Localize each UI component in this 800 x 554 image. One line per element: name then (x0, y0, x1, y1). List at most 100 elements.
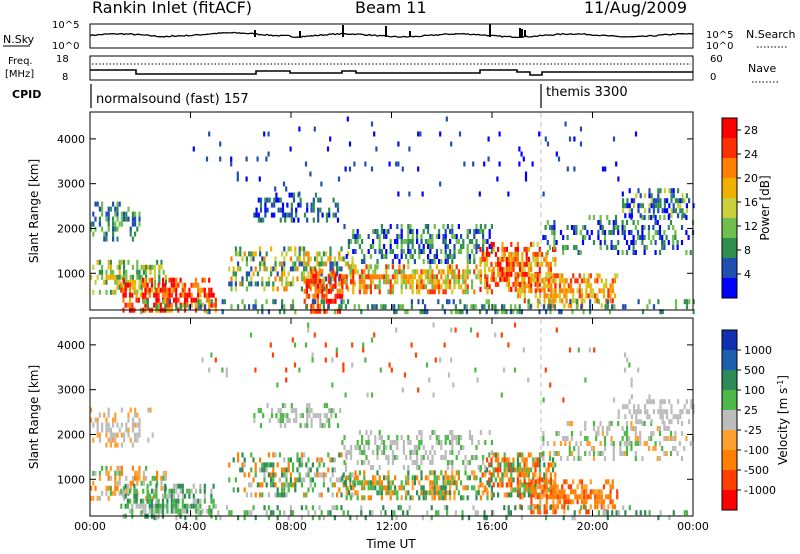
range-time-cell (118, 201, 121, 207)
range-time-cell (160, 259, 163, 265)
range-time-cell (659, 188, 662, 194)
range-time-cell (190, 282, 193, 288)
range-time-cell (156, 480, 159, 486)
range-time-cell (312, 303, 315, 309)
range-time-cell (278, 276, 281, 282)
range-time-cell (338, 304, 341, 310)
range-time-cell (284, 212, 287, 218)
range-time-cell (283, 510, 286, 516)
range-time-cell (286, 212, 289, 218)
range-time-cell (461, 309, 464, 315)
range-time-cell (118, 284, 121, 290)
range-time-cell (460, 284, 463, 290)
range-time-cell (271, 352, 275, 358)
velocity-colorbar-tick-label: -1000 (744, 484, 776, 497)
range-time-cell (418, 445, 421, 450)
range-time-cell (296, 266, 299, 272)
range-time-cell (201, 508, 204, 514)
range-time-cell (613, 273, 617, 279)
range-time-cell (505, 256, 508, 262)
x-tick-label: 08:00 (275, 520, 307, 533)
range-time-cell (525, 462, 528, 468)
range-time-cell (363, 269, 366, 275)
range-time-cell (398, 485, 401, 491)
range-time-cell (120, 274, 123, 280)
range-time-cell (397, 191, 400, 197)
range-time-cell (505, 309, 508, 315)
range-time-cell (568, 451, 571, 456)
range-time-cell (486, 281, 489, 287)
nave-tick-low: 0 (710, 72, 716, 83)
range-time-cell (254, 462, 257, 468)
range-time-cell (314, 472, 317, 478)
range-time-cell (340, 492, 343, 498)
range-time-cell (157, 503, 160, 509)
range-time-cell (623, 451, 626, 456)
range-time-cell (455, 234, 458, 239)
range-time-cell (468, 239, 471, 244)
range-time-cell (611, 304, 614, 310)
range-time-cell (628, 505, 631, 511)
range-time-cell (499, 261, 502, 267)
range-time-cell (490, 440, 493, 445)
range-time-cell (536, 504, 540, 510)
range-time-cell (350, 274, 353, 280)
range-time-cell (276, 492, 279, 498)
range-time-cell (257, 212, 260, 218)
range-time-cell (334, 283, 337, 289)
range-time-cell (449, 440, 452, 445)
range-time-cell (411, 234, 414, 239)
range-time-cell (281, 467, 284, 473)
range-time-cell (457, 269, 460, 275)
range-time-cell (527, 256, 530, 262)
range-time-cell (455, 480, 458, 486)
range-time-cell (164, 292, 167, 298)
range-time-cell (525, 457, 528, 463)
range-time-cell (451, 274, 454, 280)
range-time-cell (444, 470, 447, 476)
range-time-cell (439, 357, 442, 363)
range-time-cell (545, 484, 548, 490)
range-time-cell (658, 225, 662, 230)
range-time-cell (589, 273, 592, 279)
range-time-cell (309, 171, 312, 177)
range-time-cell (380, 274, 383, 280)
range-time-cell (378, 445, 381, 450)
range-time-cell (539, 494, 542, 500)
range-time-cell (175, 292, 178, 298)
range-time-cell (162, 470, 165, 476)
colorbar-swatch (722, 238, 737, 259)
range-time-cell (112, 417, 115, 423)
range-time-cell (683, 510, 686, 516)
range-time-cell (585, 484, 588, 490)
range-time-cell (411, 274, 414, 280)
range-time-cell (507, 505, 510, 511)
range-time-cell (672, 188, 675, 194)
range-time-cell (411, 279, 414, 285)
range-time-cell (303, 278, 306, 284)
range-time-cell (630, 421, 633, 426)
range-time-cell (497, 271, 500, 277)
range-time-cell (330, 298, 333, 304)
range-time-cell (411, 485, 414, 491)
range-time-cell (179, 483, 182, 489)
range-time-cell (264, 202, 267, 208)
range-time-cell (281, 281, 284, 287)
range-time-cell (438, 259, 441, 264)
range-time-cell (270, 477, 273, 483)
range-time-cell (156, 259, 159, 265)
range-time-cell (396, 254, 399, 259)
range-time-cell (542, 304, 545, 310)
range-time-cell (475, 239, 478, 244)
range-time-cell (634, 225, 637, 230)
range-time-cell (541, 477, 544, 483)
range-time-cell (512, 457, 515, 463)
range-time-cell (565, 293, 568, 299)
range-time-cell (376, 229, 379, 234)
range-time-cell (685, 436, 688, 441)
range-time-cell (283, 492, 286, 498)
range-time-cell (324, 342, 327, 348)
range-time-cell (501, 246, 504, 252)
range-time-cell (343, 480, 346, 486)
range-time-cell (536, 303, 540, 309)
